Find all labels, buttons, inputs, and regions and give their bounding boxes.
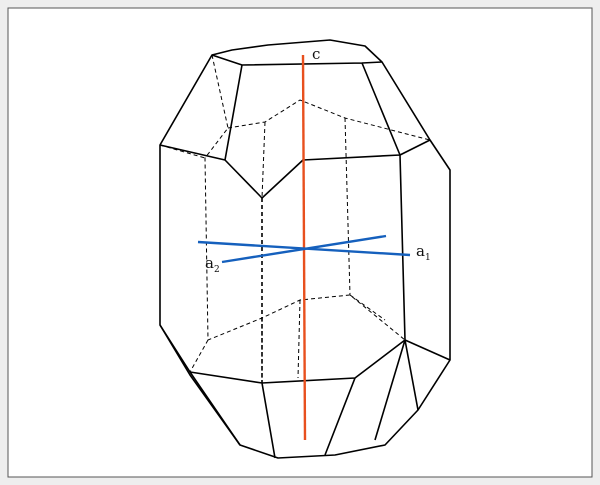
axis-subscript: 2: [214, 265, 220, 275]
axis-label: a1: [416, 242, 431, 263]
axis-letter: a: [416, 242, 425, 260]
a2-axis: [221, 234, 387, 264]
axis-label: a2: [205, 254, 220, 275]
outline: [159, 39, 451, 459]
axis-label: c: [312, 45, 320, 63]
crystal: [159, 39, 451, 459]
frame: [7, 7, 593, 478]
axis-subscript: 1: [425, 253, 431, 263]
axis-letter: a: [205, 254, 214, 272]
hidden-edges: [204, 54, 406, 341]
hidden-edges: [159, 99, 431, 383]
